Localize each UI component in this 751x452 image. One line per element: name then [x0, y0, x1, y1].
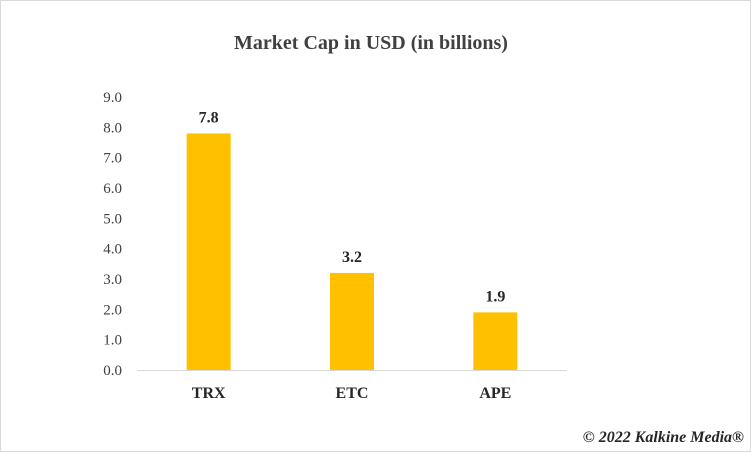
category-label-etc: ETC [336, 385, 369, 402]
bar-ape [473, 312, 518, 370]
bar-etc [330, 272, 374, 370]
bar-trx [186, 133, 231, 370]
y-tick-label: 7.0 [103, 151, 122, 167]
data-label-ape: 1.9 [485, 288, 505, 305]
bars [186, 133, 518, 370]
data-labels: 7.8 3.2 1.9 [199, 109, 506, 305]
y-tick-label: 1.0 [103, 333, 122, 349]
category-label-ape: APE [479, 385, 511, 402]
y-tick-label: 2.0 [103, 302, 122, 318]
x-axis-categories: TRX ETC APE [192, 385, 512, 402]
y-axis-ticks: 0.0 1.0 2.0 3.0 4.0 5.0 6.0 7.0 8.0 9.0 [103, 90, 122, 379]
category-label-trx: TRX [192, 385, 226, 402]
y-tick-label: 6.0 [103, 181, 122, 197]
y-tick-label: 0.0 [103, 363, 122, 379]
chart-title: Market Cap in USD (in billions) [234, 32, 508, 54]
y-tick-label: 5.0 [103, 211, 122, 227]
y-tick-label: 4.0 [103, 242, 122, 258]
copyright-watermark: © 2022 Kalkine Media® [582, 429, 744, 446]
y-tick-label: 9.0 [103, 90, 122, 106]
data-label-etc: 3.2 [342, 249, 362, 266]
y-tick-label: 3.0 [103, 272, 122, 288]
y-tick-label: 8.0 [103, 120, 122, 136]
data-label-trx: 7.8 [199, 109, 219, 126]
